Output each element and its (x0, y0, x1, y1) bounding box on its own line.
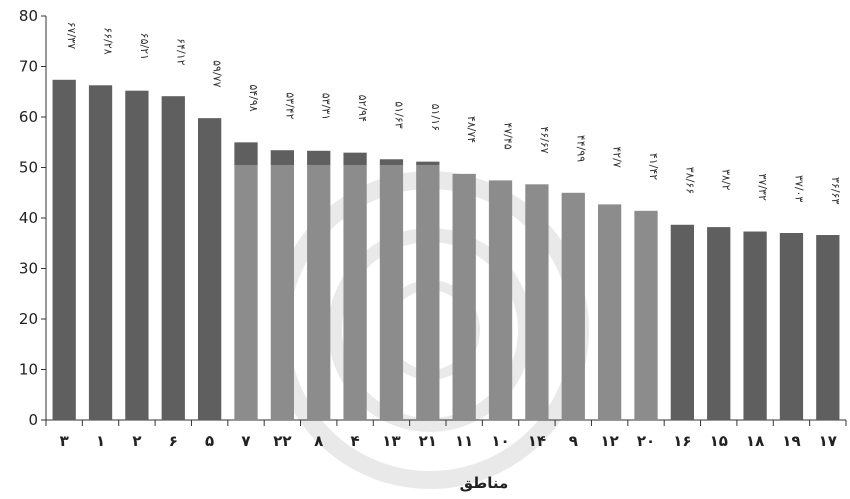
x-tick-label: ۷ (241, 432, 250, 450)
bar (634, 210, 658, 420)
bar (816, 235, 840, 420)
bar (488, 180, 513, 420)
y-tick-label: 50 (19, 159, 38, 177)
bar-top-segment (270, 150, 294, 165)
y-tick-label: 20 (19, 310, 38, 328)
x-tick-label: ۸ (314, 432, 323, 450)
x-tick-label: ۶ (169, 432, 178, 450)
x-tick-label: ۱۰ (491, 432, 509, 450)
bar (234, 164, 258, 420)
x-tick-label: ۱۳ (382, 432, 400, 450)
bar (198, 118, 222, 420)
bar (670, 224, 694, 420)
data-label: ۴۴/۹۹ (574, 135, 587, 162)
data-label: ۵۳/۴۲ (283, 92, 296, 119)
data-labels: ۶۷/۳۷ ۶۶/۲۸ ۶۵/۲۱ ۶۴/۱۲ ۵۹/۷۷ ۵۴/۹۸ ۵۳/۴۲ ۵۳/۳۱… (65, 22, 842, 205)
y-tick-label: 0 (28, 411, 38, 429)
data-label: ۵۹/۷۷ (211, 60, 224, 87)
bar (88, 85, 113, 420)
bar-top-segment (343, 152, 367, 165)
bar (125, 90, 149, 420)
bar (561, 192, 585, 420)
x-axis: ۳ ۱ ۲ ۶ ۵ ۷ ۲۲ ۸ ۴ ۱۳ ۲۱ ۱۱ ۱۰ ۱۴ ۹ ۱۲ ۲۰ ۱۶ ۱۵ ۱۸ ۱۹ ۱۷ (45, 419, 847, 450)
bar (416, 164, 440, 420)
x-tick-label: ۴ (351, 432, 360, 450)
x-tick-label: ۳ (60, 432, 69, 450)
x-tick-label: ۱۶ (673, 432, 691, 450)
data-label: ۴۶/۶۷ (538, 126, 551, 153)
data-label: ۳۶/۶۳ (829, 177, 842, 204)
data-label: ۳۷/۳۲ (756, 174, 769, 201)
data-label: ۳۷/۰۳ (792, 175, 805, 202)
data-label: ۴۸/۷۴ (465, 116, 478, 143)
bar (270, 164, 294, 420)
y-tick-label: 60 (19, 108, 38, 126)
x-tick-label: ۵ (205, 432, 214, 450)
y-axis: 0 10 20 30 40 50 60 70 80 (19, 7, 47, 429)
bar (525, 184, 549, 420)
data-label: ۶۶/۲۸ (102, 27, 115, 54)
bar-top-segment (379, 159, 404, 165)
x-tick-label: ۱۹ (782, 432, 800, 450)
x-tick-label: ۱۵ (710, 432, 728, 450)
bar (343, 164, 367, 420)
data-label: ۶۵/۲۱ (138, 33, 151, 60)
bar (707, 227, 731, 420)
x-tick-label: ۱۲ (600, 432, 618, 450)
bar (52, 79, 76, 421)
bar (743, 231, 767, 420)
data-label: ۵۴/۹۸ (247, 84, 260, 111)
y-tick-label: 40 (19, 209, 38, 227)
bar-top-segment (234, 142, 258, 165)
bar (779, 232, 804, 420)
bars (52, 79, 840, 421)
x-axis-title: مناطق (460, 474, 509, 492)
x-tick-label: ۲۱ (419, 432, 437, 450)
data-label: ۴۷/۴۵ (502, 122, 515, 149)
y-tick-label: 70 (19, 58, 38, 76)
data-label: ۶۴/۱۲ (174, 38, 187, 65)
bar (161, 96, 185, 420)
y-tick-label: 80 (19, 7, 38, 25)
data-label: ۴۲/۷ (611, 146, 624, 168)
x-tick-label: ۲۲ (273, 432, 291, 450)
data-label: ۵۱/۶۳ (392, 101, 405, 128)
bar-top-segment (416, 161, 440, 165)
data-label: ۴۱/۴۲ (647, 153, 660, 180)
data-label: ۶۷/۳۷ (65, 22, 78, 49)
data-label: ۵۱/۱۶ (429, 104, 442, 131)
x-tick-label: ۱۷ (819, 432, 837, 450)
bar (379, 164, 404, 420)
x-tick-label: ۲ (132, 432, 141, 450)
bar (452, 173, 476, 420)
data-label: ۳۸/۲ (720, 169, 733, 191)
bar (307, 164, 331, 420)
x-tick-label: ۱۸ (746, 432, 764, 450)
bar-top-segment (307, 150, 331, 165)
x-tick-label: ۱۴ (528, 432, 546, 450)
y-tick-label: 30 (19, 260, 38, 278)
data-label: ۳۸/۶۶ (683, 167, 696, 194)
bar (598, 204, 622, 420)
x-tick-label: ۱ (96, 432, 105, 450)
x-tick-label: ۲۰ (637, 432, 655, 450)
x-tick-label: ۹ (569, 432, 578, 450)
y-tick-label: 10 (19, 361, 38, 379)
x-tick-label: ۱۱ (455, 432, 473, 450)
data-label: ۵۳/۳۱ (320, 93, 333, 120)
data-label: ۵۲/۹۴ (356, 95, 369, 122)
